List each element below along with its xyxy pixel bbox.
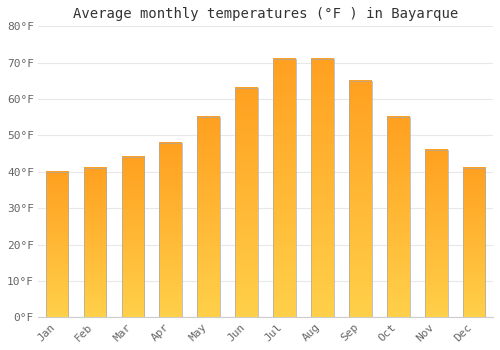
Bar: [387, 117, 409, 317]
Bar: [46, 172, 68, 317]
Bar: [273, 59, 296, 317]
Bar: [311, 59, 334, 317]
Title: Average monthly temperatures (°F ) in Bayarque: Average monthly temperatures (°F ) in Ba…: [73, 7, 458, 21]
Bar: [236, 88, 258, 317]
Bar: [462, 168, 485, 317]
Bar: [160, 143, 182, 317]
Bar: [425, 150, 448, 317]
Bar: [349, 81, 372, 317]
Bar: [198, 117, 220, 317]
Bar: [84, 168, 106, 317]
Bar: [122, 158, 144, 317]
